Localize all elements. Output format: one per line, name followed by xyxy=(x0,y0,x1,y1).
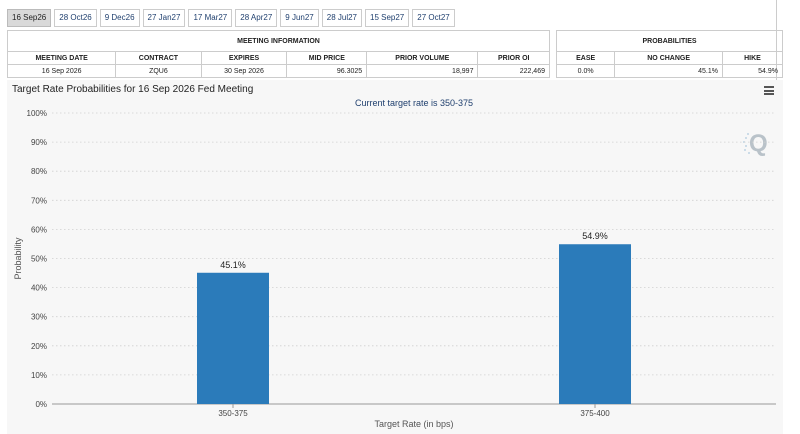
tab-28-apr27[interactable]: 28 Apr27 xyxy=(235,9,278,27)
probabilities-table: PROBABILITIES EASE NO CHANGE HIKE 0.0% 45.1… xyxy=(555,30,784,78)
x-axis-label: Target Rate (in bps) xyxy=(374,419,453,429)
tab-27-oct27[interactable]: 27 Oct27 xyxy=(412,9,455,27)
data-label-375-400: 54.9% xyxy=(582,231,608,241)
probabilities-header-cell-2: HIKE xyxy=(721,51,784,65)
tab-27-jan27[interactable]: 27 Jan27 xyxy=(142,9,186,27)
y-tick-label-3: 30% xyxy=(31,313,47,322)
y-tick-label-2: 20% xyxy=(31,342,47,351)
probabilities-header-row: EASE NO CHANGE HIKE xyxy=(555,51,784,65)
bar-350-375 xyxy=(197,272,269,404)
probabilities-value-cell-1: 45.1% xyxy=(614,64,723,78)
tab-28-jul27[interactable]: 28 Jul27 xyxy=(321,9,362,27)
probabilities-value-cell-2: 54.9% xyxy=(721,64,784,78)
meeting-value-cell-3: 96.3025 xyxy=(286,64,368,78)
tab-9-jun27[interactable]: 9 Jun27 xyxy=(280,9,319,27)
bar-375-400 xyxy=(559,244,631,404)
meeting-value-cell-1: ZQU6 xyxy=(115,64,202,78)
probabilities-value-row: 0.0% 45.1% 54.9% xyxy=(555,64,784,78)
svg-text:Q: Q xyxy=(749,130,768,157)
meeting-value-cell-5: 222,469 xyxy=(477,64,550,78)
tab-9-dec26[interactable]: 9 Dec26 xyxy=(99,9,140,27)
tab-16-sep26[interactable]: 16 Sep26 xyxy=(7,9,52,27)
y-tick-label-8: 80% xyxy=(31,167,47,176)
chart-menu-icon[interactable] xyxy=(764,86,774,95)
chart-subtitle: Current target rate is 350-375 xyxy=(355,98,473,108)
y-axis-label: Probability xyxy=(13,237,23,280)
y-tick-label-6: 60% xyxy=(31,225,47,234)
meeting-information-value-row: 16 Sep 2026 ZQU6 30 Sep 2026 96.3025 18,997 2… xyxy=(6,64,550,78)
y-tick-label-9: 90% xyxy=(31,138,47,147)
meeting-value-cell-0: 16 Sep 2026 xyxy=(6,64,117,78)
meeting-information-table: MEETING INFORMATION MEETING DATE CONTRACT… xyxy=(6,30,550,78)
meeting-value-cell-2: 30 Sep 2026 xyxy=(200,64,288,78)
y-tick-label-7: 70% xyxy=(31,196,47,205)
y-tick-label-0: 0% xyxy=(35,400,47,409)
y-tick-label-10: 100% xyxy=(27,109,47,118)
y-tick-label-5: 50% xyxy=(31,255,47,264)
x-tick-label-350-375: 350-375 xyxy=(218,409,248,418)
meeting-date-tabs: 16 Sep26 28 Oct26 9 Dec26 27 Jan27 17 Mar27 2… xyxy=(7,9,455,27)
y-tick-label-4: 40% xyxy=(31,284,47,293)
tab-28-oct26[interactable]: 28 Oct26 xyxy=(54,9,97,27)
y-tick-label-1: 10% xyxy=(31,371,47,380)
meeting-value-cell-4: 18,997 xyxy=(366,64,479,78)
data-label-350-375: 45.1% xyxy=(220,260,246,270)
chart-title: Target Rate Probabilities for 16 Sep 202… xyxy=(12,84,254,95)
tab-17-mar27[interactable]: 17 Mar27 xyxy=(188,9,233,27)
tab-15-sep27[interactable]: 15 Sep27 xyxy=(365,9,410,27)
x-tick-label-375-400: 375-400 xyxy=(580,409,610,418)
probabilities-value-cell-0: 0.0% xyxy=(555,64,616,78)
